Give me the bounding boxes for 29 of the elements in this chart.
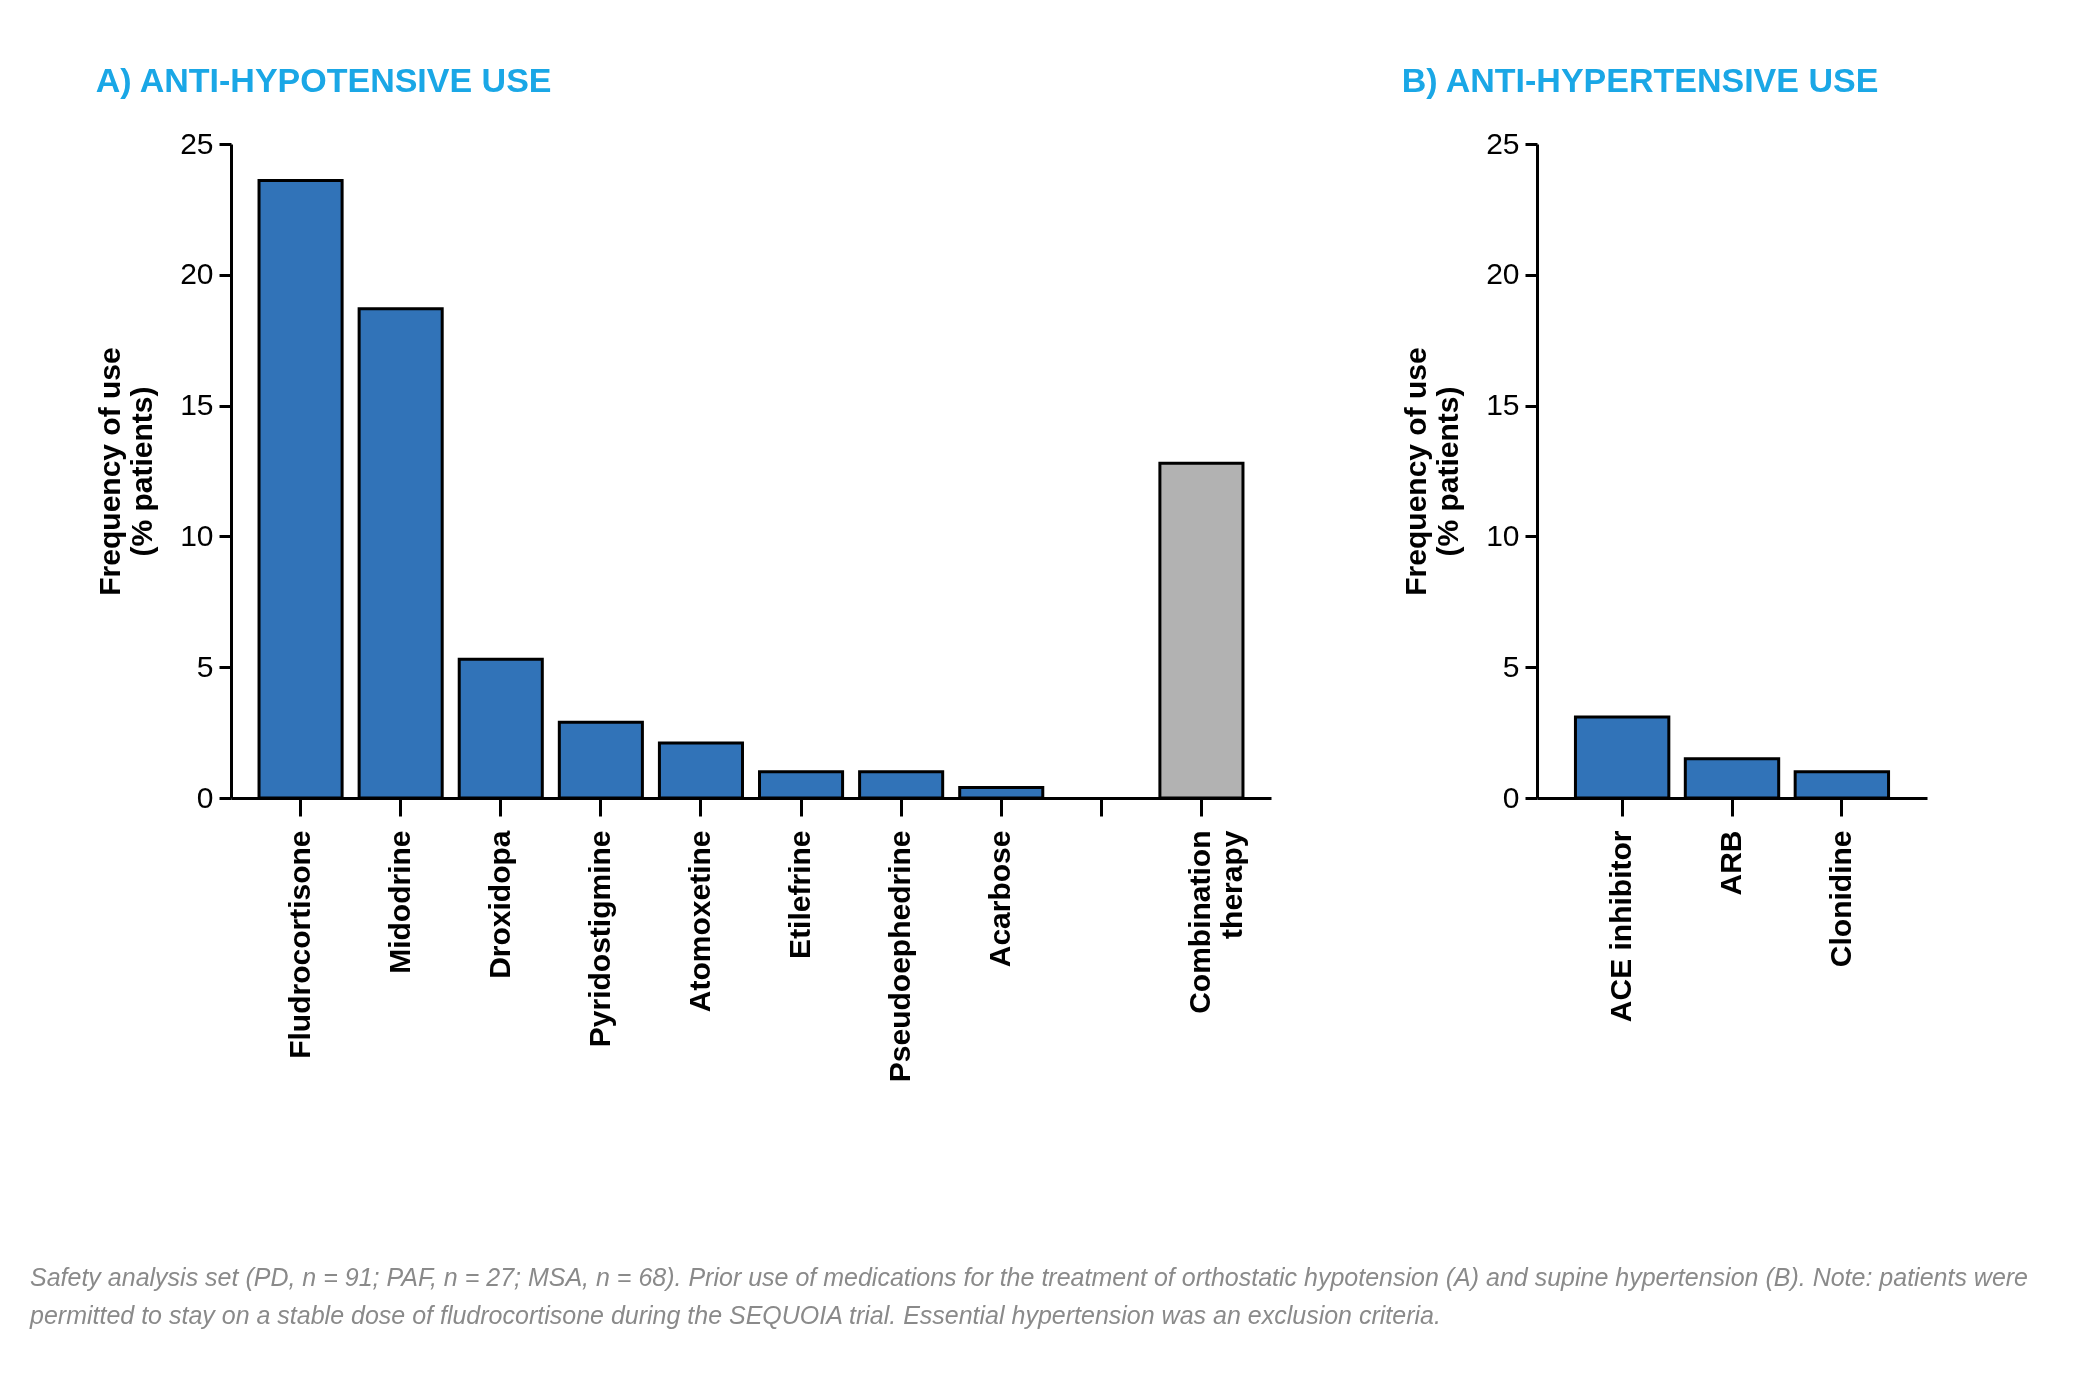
y-tick-label: 25 bbox=[1486, 126, 1520, 160]
x-tick-label: Droxidopa bbox=[482, 830, 516, 979]
x-tick-label: Midodrine bbox=[382, 830, 416, 974]
y-tick-label: 20 bbox=[180, 257, 214, 291]
y-tick-label: 25 bbox=[180, 126, 214, 160]
x-tick-label: ACE inhibitor bbox=[1604, 830, 1638, 1023]
y-tick-label: 0 bbox=[196, 780, 214, 814]
x-tick-label: Clonidine bbox=[1823, 830, 1857, 968]
y-tick-label: 5 bbox=[1502, 649, 1520, 683]
x-tick-label: Pyridostigmine bbox=[582, 830, 616, 1048]
y-tick-label: 5 bbox=[196, 649, 214, 683]
x-tick-label: Pseudoephedrine bbox=[883, 830, 917, 1083]
x-tick-label: Acarbose bbox=[983, 830, 1017, 968]
y-tick-label: 20 bbox=[1486, 257, 1520, 291]
chart-title: B) ANTI-HYPERTENSIVE USE bbox=[1401, 61, 1879, 99]
y-axis-title: Frequency of use (% patients) bbox=[93, 347, 159, 596]
x-tick-label: ARB bbox=[1714, 830, 1747, 896]
y-tick-label: 10 bbox=[180, 518, 214, 552]
x-tick-label: Combination therapy bbox=[1183, 830, 1249, 1014]
y-tick-label: 0 bbox=[1502, 780, 1520, 814]
y-tick-label: 10 bbox=[1486, 518, 1520, 552]
y-tick-label: 15 bbox=[180, 388, 214, 422]
x-tick-label: Atomoxetine bbox=[682, 830, 716, 1013]
y-tick-label: 15 bbox=[1486, 388, 1520, 422]
chart-title: A) ANTI-HYPOTENSIVE USE bbox=[95, 61, 552, 99]
x-tick-label: Fludrocortisone bbox=[282, 830, 316, 1059]
y-axis-title: Frequency of use (% patients) bbox=[1399, 347, 1465, 596]
x-tick-label: Etilefrine bbox=[783, 830, 817, 959]
text: Safety analysis set (PD, n = 91; PAF, n = 27; MSA, n = 68). Prior use of medications for the treatment of orthostatic hypotension (A) and supine hypertension (B). Note: patients were permitted to stay on a stable dose of fludrocortisone during the SEQUOIA trial. Essential hypertension was an exclusion criteria. bbox=[30, 1262, 2030, 1331]
